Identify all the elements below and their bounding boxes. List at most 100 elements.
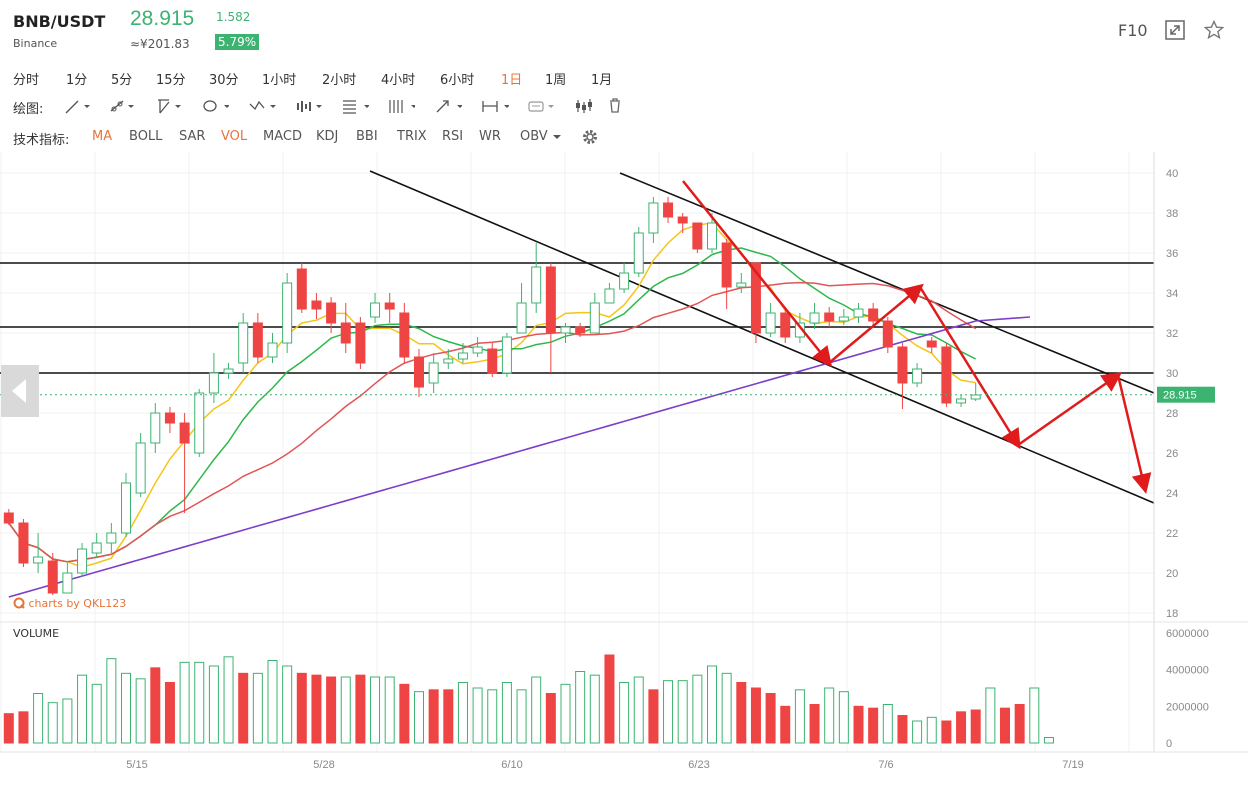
candle-body <box>150 412 161 444</box>
period-0[interactable]: 分时 <box>13 73 40 88</box>
volume-bar <box>1029 687 1040 744</box>
indicator-rsi[interactable]: RSI <box>442 129 464 144</box>
volume-bar <box>531 676 542 744</box>
indicator-boll[interactable]: BOLL <box>129 129 163 144</box>
measure-tool-icon[interactable] <box>481 96 509 116</box>
scroll-left-button[interactable] <box>1 365 39 417</box>
period-2[interactable]: 5分 <box>111 73 133 88</box>
channel-tool-icon[interactable] <box>155 96 183 116</box>
volume-bar <box>223 656 234 744</box>
indicator-vol[interactable]: VOL <box>221 129 248 144</box>
period-1[interactable]: 1分 <box>66 73 88 88</box>
indicator-macd[interactable]: MACD <box>263 129 302 144</box>
candle-body <box>77 548 88 574</box>
star-icon[interactable] <box>1204 20 1224 40</box>
period-9[interactable]: 1日 <box>501 73 523 88</box>
indicator-obv[interactable]: OBV <box>520 129 548 144</box>
candlesticks <box>3 197 981 595</box>
drawing-label: 绘图: <box>13 102 44 117</box>
volume-bar <box>106 658 117 744</box>
volume-bar <box>282 665 293 744</box>
period-11[interactable]: 1月 <box>591 73 613 88</box>
price-tick-label: 18 <box>1166 608 1178 620</box>
volume-bar <box>179 661 190 744</box>
indicator-kdj[interactable]: KDJ <box>316 129 339 144</box>
volume-bar <box>150 667 161 744</box>
f10-button[interactable]: F10 <box>1118 21 1148 40</box>
text-tool-icon[interactable] <box>527 96 555 116</box>
candle-body <box>340 322 351 344</box>
volume-bar <box>677 680 688 744</box>
volume-bar <box>91 683 102 744</box>
obv-dropdown-icon[interactable] <box>552 132 562 142</box>
period-6[interactable]: 2小时 <box>322 73 357 88</box>
volume-bar <box>340 676 351 744</box>
candle-body <box>47 560 58 594</box>
candle-body <box>736 282 747 288</box>
chart-grid <box>0 152 1154 752</box>
candle-body <box>926 340 937 348</box>
candle-body <box>135 442 146 494</box>
volume-bar <box>750 687 761 744</box>
candle-body <box>970 394 981 400</box>
period-4[interactable]: 30分 <box>209 73 239 88</box>
period-7[interactable]: 4小时 <box>381 73 416 88</box>
candle-body <box>501 336 512 374</box>
ray-tool-icon[interactable] <box>108 96 136 116</box>
candle-body <box>956 398 967 404</box>
date-tick-label: 6/23 <box>688 759 709 771</box>
volume-bar <box>501 682 512 744</box>
price-tick-label: 20 <box>1166 568 1178 580</box>
volume-bar <box>443 689 454 744</box>
volume-bar <box>721 672 732 744</box>
volume-bar <box>47 702 58 744</box>
candle-body <box>604 288 615 304</box>
period-5[interactable]: 1小时 <box>262 73 297 88</box>
trash-icon[interactable] <box>606 96 634 116</box>
candle-body <box>794 322 805 338</box>
line-tool-icon[interactable] <box>62 96 90 116</box>
indicator-sar[interactable]: SAR <box>179 129 206 144</box>
period-8[interactable]: 6小时 <box>440 73 475 88</box>
candle-settings-icon[interactable] <box>574 96 602 116</box>
candle-body <box>311 300 322 310</box>
volume-bar <box>794 689 805 744</box>
candle-body <box>252 322 263 358</box>
volume-bar <box>267 660 278 744</box>
settings-gear-icon[interactable] <box>581 128 599 146</box>
indicator-ma[interactable]: MA <box>92 129 113 144</box>
fibonacci-tool-icon[interactable] <box>341 96 369 116</box>
volume-bar <box>487 689 498 744</box>
trend-channel <box>369 170 1155 504</box>
volume-bar <box>252 672 263 744</box>
volume-bar <box>472 687 483 744</box>
candle-body <box>692 222 703 250</box>
red-arrow <box>682 180 833 367</box>
arrow-tool-icon[interactable] <box>434 96 462 116</box>
indicator-trix[interactable]: TRIX <box>397 129 427 144</box>
volume-bar <box>399 683 410 744</box>
indicators-label: 技术指标: <box>13 133 70 148</box>
candle-body <box>765 312 776 334</box>
candle-body <box>575 326 586 334</box>
fullscreen-icon[interactable] <box>1165 20 1185 40</box>
indicator-bbi[interactable]: BBI <box>356 129 378 144</box>
price-tick-label: 24 <box>1166 488 1178 500</box>
volume-bar <box>238 672 249 744</box>
indicator-wr[interactable]: WR <box>479 129 501 144</box>
period-bar: 分时 1分 5分 15分 30分 1小时 2小时 4小时 6小时 1日 1周 1月 <box>0 63 1248 91</box>
pattern-tool-icon[interactable] <box>295 96 323 116</box>
volume-bar <box>897 715 908 744</box>
period-10[interactable]: 1周 <box>545 73 567 88</box>
volume-tick-label: 4000000 <box>1166 665 1209 677</box>
last-price: 28.915 <box>130 7 195 30</box>
volume-bar <box>326 676 337 744</box>
pair-title: BNB/USDT <box>13 12 106 31</box>
candle-body <box>414 356 424 388</box>
period-3[interactable]: 15分 <box>156 73 186 88</box>
wave-tool-icon[interactable] <box>248 96 276 116</box>
ellipse-tool-icon[interactable] <box>201 96 229 116</box>
price-chart[interactable]: 40 38 36 34 32 30 28 26 24 22 20 18 6000000 4000000 20… <box>0 152 1248 788</box>
vertical-lines-tool-icon[interactable] <box>387 96 415 116</box>
volume-bar <box>1043 737 1054 744</box>
